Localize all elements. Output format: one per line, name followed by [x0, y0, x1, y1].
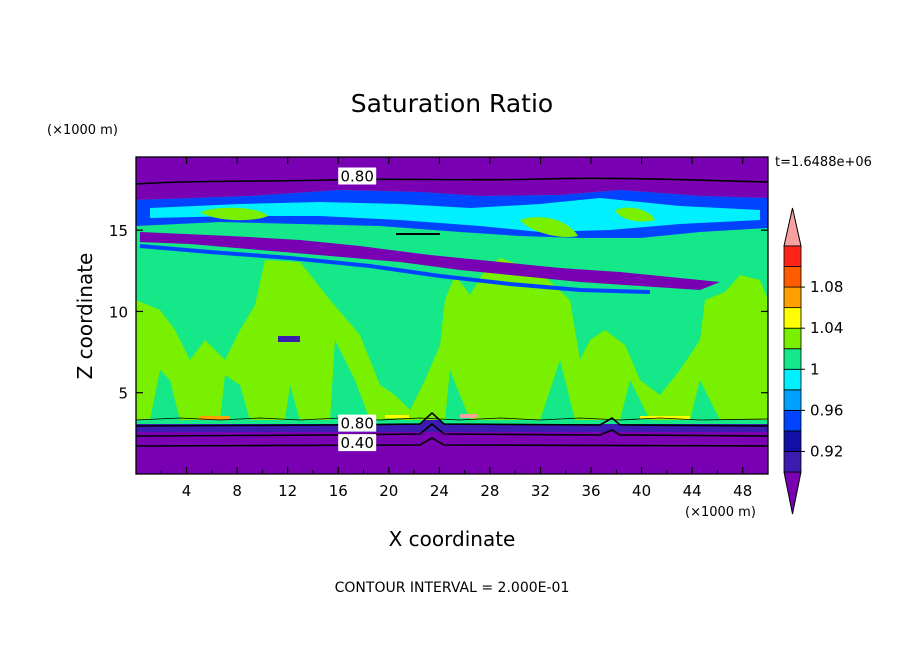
colorbar-swatch	[783, 245, 802, 267]
field-upper-cyan	[150, 198, 760, 232]
contour-label: 0.40	[340, 434, 373, 452]
field-green-towers	[136, 258, 768, 420]
x-unit-label: (×1000 m)	[685, 505, 756, 520]
x-tick-label: 20	[379, 482, 398, 500]
plot-frame	[135, 156, 769, 475]
y-axis-title: Z coordinate	[73, 253, 97, 380]
colorbar-swatch	[783, 348, 802, 370]
contour-line-lower-3	[136, 437, 768, 447]
colorbar-swatch	[783, 327, 802, 350]
colorbar-swatch	[783, 307, 802, 329]
x-tick-label: 12	[278, 482, 297, 500]
colorbar-swatch	[783, 286, 802, 309]
field-upper-green-blobs	[200, 207, 655, 238]
x-tick-label: 24	[430, 482, 449, 500]
x-tick-label: 32	[531, 482, 550, 500]
field-small-features	[200, 336, 690, 420]
field-dry-blue-edge	[139, 244, 651, 294]
contour-interval-footer: CONTOUR INTERVAL = 2.000E-01	[335, 580, 570, 596]
chart-title: Saturation Ratio	[351, 89, 553, 118]
colorbar-swatch	[783, 266, 802, 288]
contour-label-bg	[338, 167, 377, 185]
colorbar-swatch	[783, 451, 802, 473]
field-low-band	[136, 413, 768, 432]
time-label: t=1.6488e+06	[775, 155, 872, 170]
colorbar-label: 1.04	[810, 319, 843, 337]
field-top-purple	[136, 157, 768, 200]
x-tick-label: 8	[232, 482, 242, 500]
colorbar-label: 0.96	[810, 401, 843, 419]
colorbar: 0.92 0.96 1 1.04 1.08	[783, 207, 843, 515]
colorbar-label: 1	[810, 360, 820, 378]
contour-label-bg	[338, 414, 377, 432]
field-teal-gaps	[150, 340, 720, 420]
x-tick-label: 36	[581, 482, 600, 500]
x-tick-label: 48	[733, 482, 752, 500]
x-tick-label: 4	[182, 482, 192, 500]
y-tick-label: 5	[118, 385, 128, 403]
contour-line-upper	[136, 177, 768, 185]
y-tick-label: 15	[109, 222, 128, 240]
x-tick-label: 44	[683, 482, 702, 500]
colorbar-swatch	[783, 389, 802, 411]
contour-label-bg	[338, 434, 377, 452]
colorbar-label: 1.08	[810, 278, 843, 296]
contour-line-detail	[136, 417, 768, 421]
colorbar-arrow-low	[783, 471, 802, 515]
contour-label: 0.80	[340, 415, 373, 433]
colorbar-arrow-high	[783, 207, 802, 247]
colorbar-swatch	[783, 430, 802, 452]
colorbar-swatch	[783, 409, 802, 432]
x-axis: 4 8 12 16 20 24 28 32 36 40 44 48	[160, 157, 752, 500]
contour-label-group: 0.800.800.40	[338, 167, 377, 452]
y-tick-label: 10	[109, 303, 128, 321]
colorbar-swatch	[783, 368, 802, 391]
field-low-purple	[136, 424, 768, 474]
y-unit-label: (×1000 m)	[47, 123, 118, 138]
colorbar-label: 0.92	[810, 442, 843, 460]
x-tick-label: 28	[480, 482, 499, 500]
contour-label: 0.80	[340, 168, 373, 186]
x-tick-label: 40	[632, 482, 651, 500]
x-axis-title: X coordinate	[389, 527, 516, 551]
field-dry-intrusion	[140, 232, 720, 290]
plot-area: 0.800.800.40	[136, 157, 768, 474]
y-axis: 5 10 15	[109, 222, 768, 403]
x-tick-label: 16	[329, 482, 348, 500]
